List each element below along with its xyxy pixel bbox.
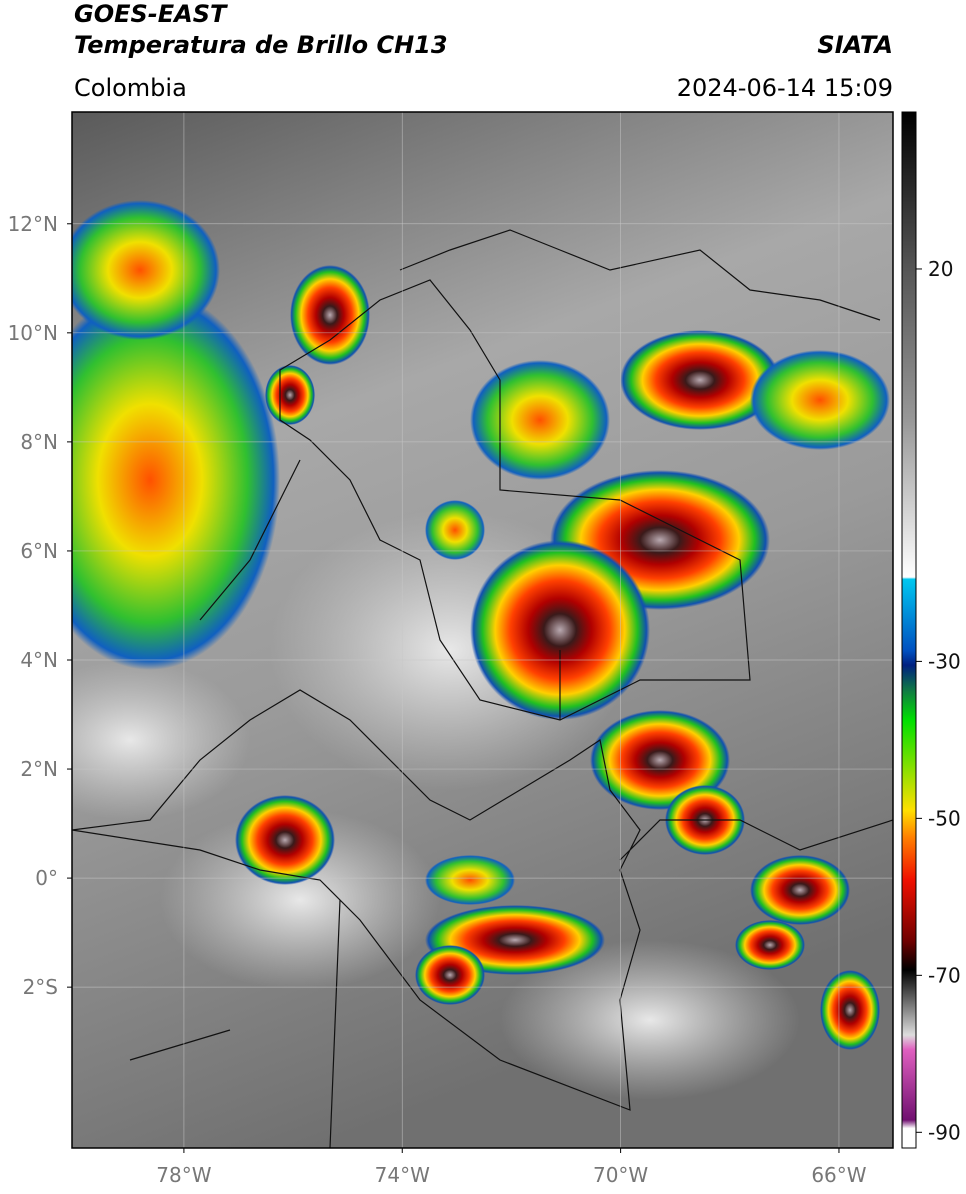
x-tick-label: 78°W [156, 1163, 211, 1187]
colorbar-tick-label: -30 [928, 649, 961, 673]
region: Colombia [74, 74, 187, 102]
y-tick-label: 2°N [20, 757, 58, 781]
datetime: 2024-06-14 15:09 [677, 74, 893, 102]
colorbar [901, 111, 917, 1149]
title: GOES-EAST [74, 0, 228, 28]
colorbar-tick-label: -90 [928, 1120, 961, 1144]
y-tick-label: 4°N [20, 648, 58, 672]
subtitle: Temperatura de Brillo CH13 [74, 31, 448, 59]
source: SIATA [817, 31, 893, 59]
x-tick-label: 66°W [811, 1163, 866, 1187]
colorbar-tick-label: -50 [928, 806, 961, 830]
colorbar-tick-label: 20 [928, 257, 953, 281]
satellite-image [72, 112, 893, 1148]
colorbar-tick-label: -70 [928, 963, 961, 987]
y-tick-label: 2°S [23, 975, 58, 999]
x-tick-label: 74°W [375, 1163, 430, 1187]
y-tick-label: 10°N [8, 321, 58, 345]
y-tick-label: 0° [35, 866, 58, 890]
y-tick-label: 6°N [20, 539, 58, 563]
x-tick-label: 70°W [593, 1163, 648, 1187]
y-tick-label: 12°N [8, 212, 58, 236]
map-frame [71, 111, 894, 1149]
y-tick-label: 8°N [20, 430, 58, 454]
graticule [72, 112, 893, 1148]
